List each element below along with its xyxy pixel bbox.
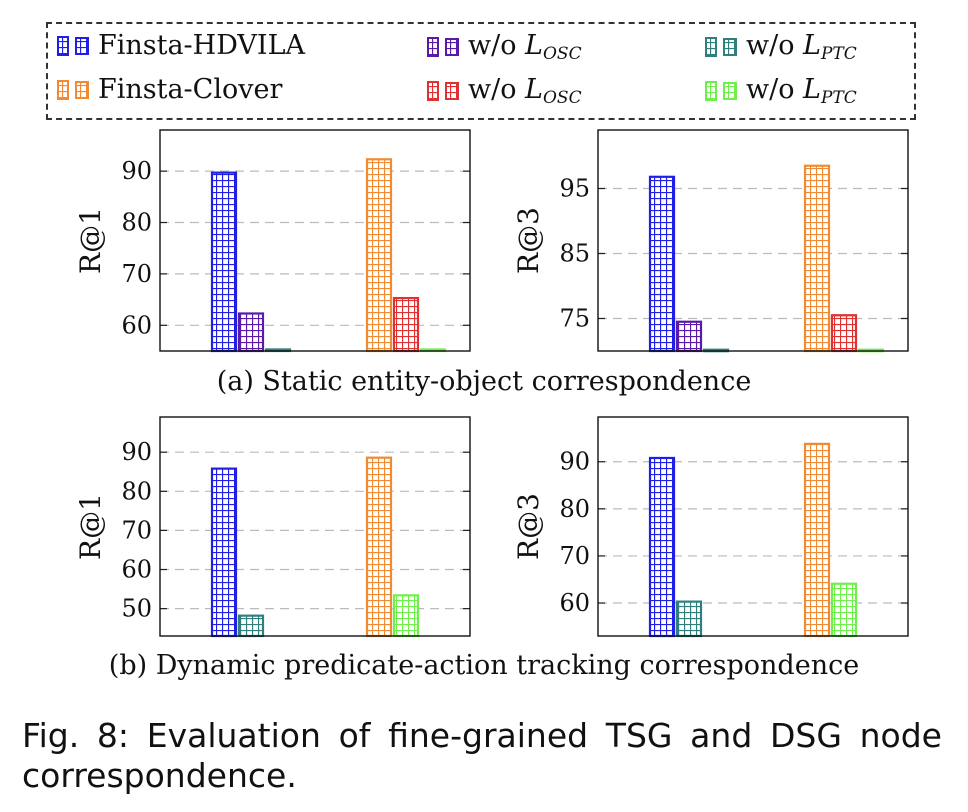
legend-label: Finsta-Clover [98, 74, 283, 105]
y-axis-label: R@1 [74, 207, 107, 274]
bar [392, 296, 420, 353]
legend-entry: w/o LPTC [704, 30, 857, 64]
legend [46, 22, 916, 120]
y-tick-label: 50 [121, 595, 152, 623]
bar [237, 312, 265, 353]
y-tick-label: 70 [121, 516, 152, 544]
y-tick-label: 85 [559, 240, 590, 268]
y-tick-label: 60 [121, 556, 152, 584]
bar [648, 456, 676, 638]
figure-caption-line2: correspondence. [22, 756, 297, 795]
legend-swatch [705, 81, 737, 101]
legend-label: Finsta-HDVILA [98, 30, 305, 61]
legend-swatch [57, 79, 89, 100]
bar [210, 171, 238, 353]
bar [365, 456, 393, 638]
chart-b-left: 50 60 70 80 90 R@1 [74, 416, 471, 638]
bar [803, 442, 831, 638]
plot-frame [159, 129, 471, 352]
legend-entry: w/o LOSC [426, 74, 582, 108]
y-tick-label: 95 [559, 175, 590, 203]
y-axis-label: R@1 [74, 493, 107, 560]
bar [392, 594, 420, 638]
legend-swatch [427, 81, 459, 101]
legend-label: w/o LOSC [468, 30, 582, 64]
bar [803, 164, 831, 353]
bar [365, 158, 393, 353]
legend-entry: w/o LOSC [426, 30, 582, 64]
figure-caption-line1: Fig. 8: Evaluation of fine-grained TSG a… [22, 716, 942, 755]
y-tick-label: 60 [559, 589, 590, 617]
legend-swatch [705, 37, 737, 57]
y-tick-label: 90 [559, 448, 590, 476]
y-tick-label: 70 [559, 542, 590, 570]
legend-entry: Finsta-HDVILA [56, 30, 305, 61]
legend-label: w/o LPTC [746, 74, 857, 108]
y-tick-label: 75 [559, 305, 590, 333]
chart-b-right: 60 70 80 90 R@3 [512, 416, 909, 638]
y-tick-label: 80 [121, 477, 152, 505]
plot-frame [597, 129, 909, 352]
legend-swatch [427, 37, 459, 57]
chart-a-right: 75 85 95 R@3 [512, 129, 909, 353]
bar [675, 600, 703, 638]
bar [648, 175, 676, 353]
y-axis-label: R@3 [512, 207, 545, 274]
y-tick-label: 80 [559, 495, 590, 523]
bar [210, 467, 238, 638]
y-tick-label: 60 [121, 311, 152, 339]
legend-label: w/o LOSC [468, 74, 582, 108]
legend-label: w/o LPTC [746, 30, 857, 64]
bar [675, 320, 703, 353]
plot-frame [159, 416, 471, 637]
subcaption-a: (a) Static entity-object correspondence [216, 366, 752, 397]
bar [830, 314, 858, 353]
y-axis-label: R@3 [512, 493, 545, 560]
y-tick-label: 90 [121, 438, 152, 466]
figure-caption: Fig. 8: Evaluation of fine-grained TSG a… [22, 716, 942, 796]
y-tick-label: 90 [121, 157, 152, 185]
chart-a-left: 60 70 80 90 R@1 [74, 129, 471, 353]
subcaption-b: (b) Dynamic predicate-action tracking co… [108, 650, 860, 681]
legend-swatch [57, 35, 89, 56]
y-tick-label: 70 [121, 260, 152, 288]
legend-entry: Finsta-Clover [56, 74, 282, 105]
bar [830, 582, 858, 638]
bar [237, 614, 265, 638]
plot-frame [597, 416, 909, 637]
y-tick-label: 80 [121, 209, 152, 237]
legend-entry: w/o LPTC [704, 74, 857, 108]
